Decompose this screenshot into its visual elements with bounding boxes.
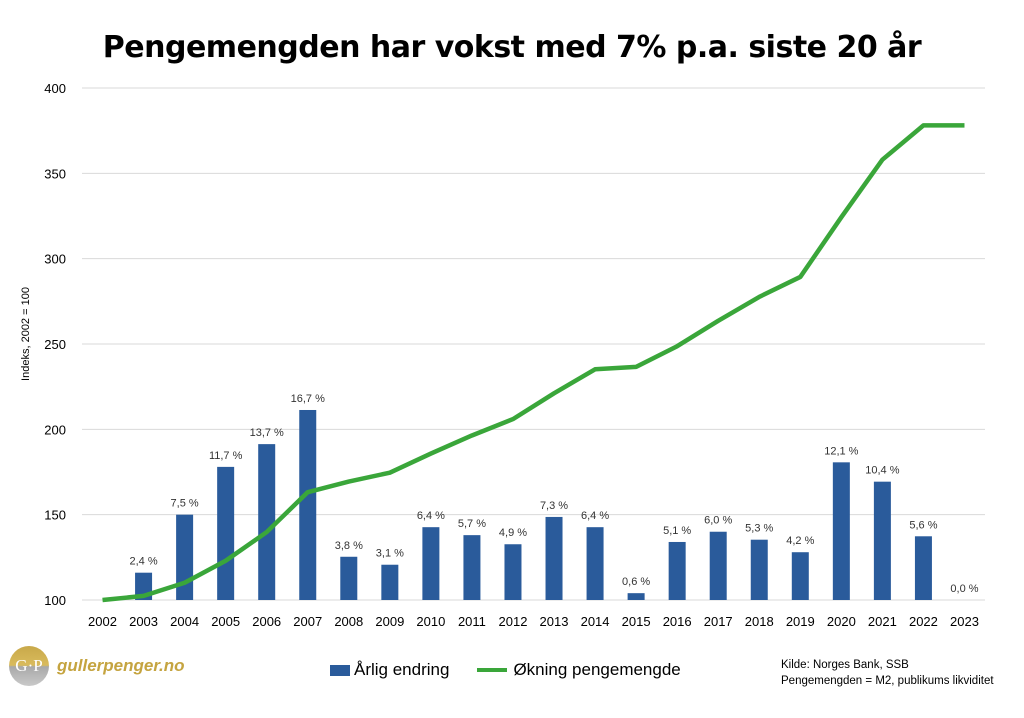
bar-data-label: 4,2 % <box>786 535 814 547</box>
x-tick-label: 2019 <box>786 614 815 629</box>
y-tick-label: 150 <box>44 508 66 523</box>
bar <box>381 564 399 600</box>
bar <box>504 544 522 600</box>
x-tick-label: 2003 <box>129 614 158 629</box>
bar-data-label: 0,6 % <box>622 576 650 588</box>
bar-data-label: 7,5 % <box>171 498 199 510</box>
y-tick-label: 400 <box>44 81 66 96</box>
bar-data-label: 5,6 % <box>909 519 937 531</box>
x-tick-label: 2009 <box>375 614 404 629</box>
index-line <box>102 123 965 603</box>
bar <box>791 552 809 600</box>
logo-coin-icon: G·P <box>9 646 49 686</box>
bar-data-label: 6,4 % <box>417 510 445 522</box>
bar <box>914 536 932 600</box>
bar-data-label: 3,8 % <box>335 540 363 552</box>
bar <box>258 444 276 600</box>
chart-title: Pengemengden har vokst med 7% p.a. siste… <box>102 30 922 65</box>
y-tick-label: 250 <box>44 337 66 352</box>
bar-data-label: 2,4 % <box>129 556 157 568</box>
bar-data-label: 4,9 % <box>499 527 527 539</box>
bar <box>422 527 440 600</box>
y-tick-label: 350 <box>44 166 66 181</box>
x-tick-label: 2016 <box>663 614 692 629</box>
bar <box>873 481 891 600</box>
bar-data-label: 0,0 % <box>950 583 978 595</box>
bar-data-label: 7,3 % <box>540 500 568 512</box>
logo: G·P gullerpenger.no <box>9 646 185 686</box>
x-tick-label: 2002 <box>88 614 117 629</box>
bar <box>340 556 358 600</box>
bar-data-label: 10,4 % <box>865 465 899 477</box>
bar <box>176 514 194 600</box>
y-axis-label: Indeks, 2002 = 100 <box>20 287 32 381</box>
x-tick-label: 2022 <box>909 614 938 629</box>
x-tick-label: 2011 <box>458 614 486 629</box>
y-tick-label: 300 <box>44 252 66 267</box>
legend: Årlig endring Økning pengemengde <box>330 660 681 680</box>
x-tick-label: 2010 <box>416 614 445 629</box>
x-tick-label: 2008 <box>334 614 363 629</box>
x-tick-label: 2007 <box>293 614 322 629</box>
x-tick-label: 2014 <box>581 614 610 629</box>
y-tick-label: 100 <box>44 593 66 608</box>
bar-data-label: 5,1 % <box>663 525 691 537</box>
bar-data-label: 5,3 % <box>745 523 773 535</box>
source-line: Kilde: Norges Bank, SSB <box>781 659 909 671</box>
legend-label-bar: Årlig endring <box>354 660 450 679</box>
bar <box>217 466 235 600</box>
bar-data-label: 5,7 % <box>458 518 486 530</box>
x-tick-label: 2021 <box>868 614 897 629</box>
source-definition: Pengemengden = M2, publikums likviditet <box>781 675 994 687</box>
x-tick-label: 2013 <box>540 614 569 629</box>
y-tick-label: 200 <box>44 422 66 437</box>
x-tick-label: 2023 <box>950 614 979 629</box>
bar-data-label: 13,7 % <box>250 427 284 439</box>
x-tick-label: 2004 <box>170 614 199 629</box>
logo-text: gullerpenger.no <box>57 656 185 675</box>
bar <box>463 535 481 600</box>
bar <box>586 527 604 600</box>
bar <box>750 539 768 600</box>
bar <box>709 531 727 600</box>
bar-data-label: 6,0 % <box>704 515 732 527</box>
x-tick-label: 2017 <box>704 614 733 629</box>
x-tick-label: 2015 <box>622 614 651 629</box>
x-tick-label: 2005 <box>211 614 240 629</box>
bar <box>299 409 317 600</box>
x-tick-label: 2018 <box>745 614 774 629</box>
legend-label-line: Økning pengemengde <box>513 660 681 679</box>
bar <box>668 541 686 600</box>
bar <box>832 462 850 600</box>
x-tick-label: 2006 <box>252 614 281 629</box>
legend-swatch-line <box>477 668 508 672</box>
x-tick-label: 2020 <box>827 614 856 629</box>
bar <box>545 516 563 600</box>
bar-data-label: 12,1 % <box>824 445 858 457</box>
x-tick-label: 2012 <box>499 614 528 629</box>
bar <box>627 593 645 600</box>
bar-data-label: 3,1 % <box>376 548 404 560</box>
source-note: Kilde: Norges Bank, SSB Pengemengden = M… <box>781 657 994 689</box>
bar-data-label: 11,7 % <box>209 450 243 462</box>
bar-data-label: 6,4 % <box>581 510 609 522</box>
bar-data-label: 16,7 % <box>291 393 325 405</box>
legend-swatch-bar <box>330 664 350 676</box>
